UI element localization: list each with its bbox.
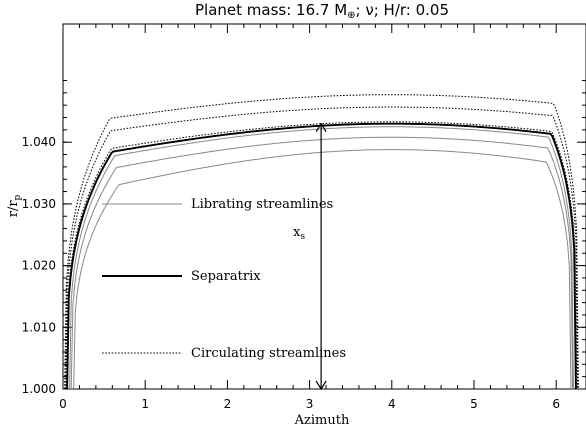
xs-label-main: x (293, 225, 301, 240)
x-tick-label: 2 (224, 397, 232, 411)
x-tick-label: 5 (470, 397, 478, 411)
series-line-thin-solid (70, 136, 574, 390)
xs-label: xs (293, 225, 305, 242)
chart-title: Planet mass: 16.7 M⊕; ν; H/r: 0.05 (195, 1, 449, 21)
series-line-dotted (64, 94, 579, 390)
y-axis-label-sub: p (13, 194, 23, 200)
plot-frame (62, 23, 586, 390)
series-line-dotted (65, 121, 578, 390)
legend-label: Separatrix (191, 269, 261, 284)
y-tick-label: 1.010 (22, 320, 56, 334)
earth-symbol: ⊕ (347, 10, 355, 21)
x-tick-label: 6 (552, 397, 560, 411)
legend: Librating streamlines Separatrix Circulati… (102, 197, 346, 361)
annotation-group: xs (293, 122, 327, 391)
x-tick-label: 3 (306, 397, 314, 411)
x-tick-label: 4 (388, 397, 396, 411)
y-axis-label-main: r/r (6, 200, 21, 218)
xs-label-sub: s (300, 232, 305, 242)
y-tick-label: 1.000 (22, 382, 56, 396)
x-tick-label: 0 (59, 397, 67, 411)
chart-title-rest: ; ν; H/r: 0.05 (356, 1, 449, 19)
y-axis-label: r/rp (6, 194, 23, 217)
y-axis: 1.000 1.010 1.020 1.030 1.040 (22, 80, 586, 396)
y-tick-label: 1.040 (22, 135, 56, 149)
series-line-thin-solid (73, 149, 572, 390)
legend-label: Librating streamlines (191, 197, 333, 212)
y-tick-label: 1.020 (22, 259, 56, 273)
series-line-dotted (65, 106, 579, 390)
chart-title-main: Planet mass: 16.7 M (195, 1, 347, 19)
x-axis-label: Azimuth (294, 413, 350, 427)
x-axis: 0 1 2 3 4 5 6 (59, 24, 560, 411)
x-tick-label: 1 (141, 397, 149, 411)
xs-arrow-head-bottom (315, 380, 327, 391)
legend-label: Circulating streamlines (191, 346, 346, 361)
xs-arrow-head-top (315, 122, 327, 133)
y-tick-label: 1.030 (22, 197, 56, 211)
